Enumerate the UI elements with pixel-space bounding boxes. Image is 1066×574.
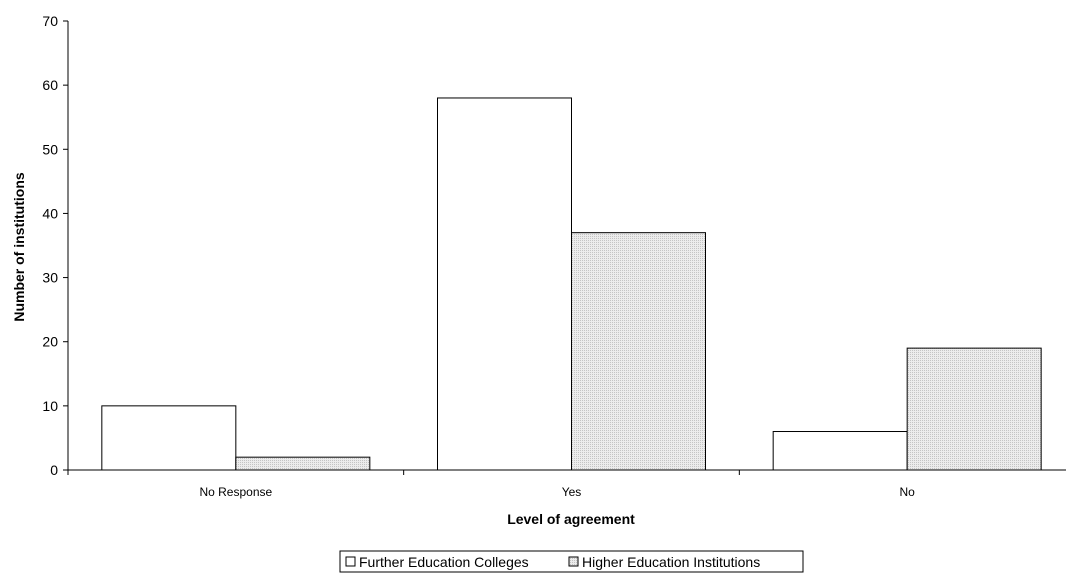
x-tick-label: No xyxy=(899,485,915,499)
bar-higher-education-yes xyxy=(571,232,706,471)
y-axis-title: Number of institutions xyxy=(11,172,27,322)
bar-higher-education-no xyxy=(906,347,1042,471)
y-tick-label: 10 xyxy=(42,398,58,414)
y-tick-label: 70 xyxy=(42,13,58,29)
legend-label-higher-education: Higher Education Institutions xyxy=(582,554,760,570)
y-tick-label: 40 xyxy=(42,205,58,221)
y-tick-label: 50 xyxy=(42,141,58,157)
bars-group xyxy=(101,97,1042,471)
y-tick-label: 0 xyxy=(50,462,58,478)
x-axis-title: Level of agreement xyxy=(507,511,635,527)
y-tick-label: 20 xyxy=(42,334,58,350)
legend: Further Education Colleges Higher Educat… xyxy=(339,550,804,573)
bar-further-education-no xyxy=(772,431,908,471)
legend-swatch-further-education xyxy=(345,556,356,567)
y-tick-label: 30 xyxy=(42,270,58,286)
y-tick-label: 60 xyxy=(42,77,58,93)
x-tick-label: No Response xyxy=(199,485,272,499)
bar-further-education-no-response xyxy=(101,405,237,471)
legend-swatch-higher-education xyxy=(568,556,579,567)
x-tick-label: Yes xyxy=(562,485,582,499)
axes-group xyxy=(63,20,1066,475)
legend-label-further-education: Further Education Colleges xyxy=(359,554,529,570)
bar-further-education-yes xyxy=(437,97,572,471)
labels-group: No Response Yes No 0 10 20 30 40 50 60 70 xyxy=(42,13,915,499)
bar-higher-education-no-response xyxy=(235,456,371,471)
